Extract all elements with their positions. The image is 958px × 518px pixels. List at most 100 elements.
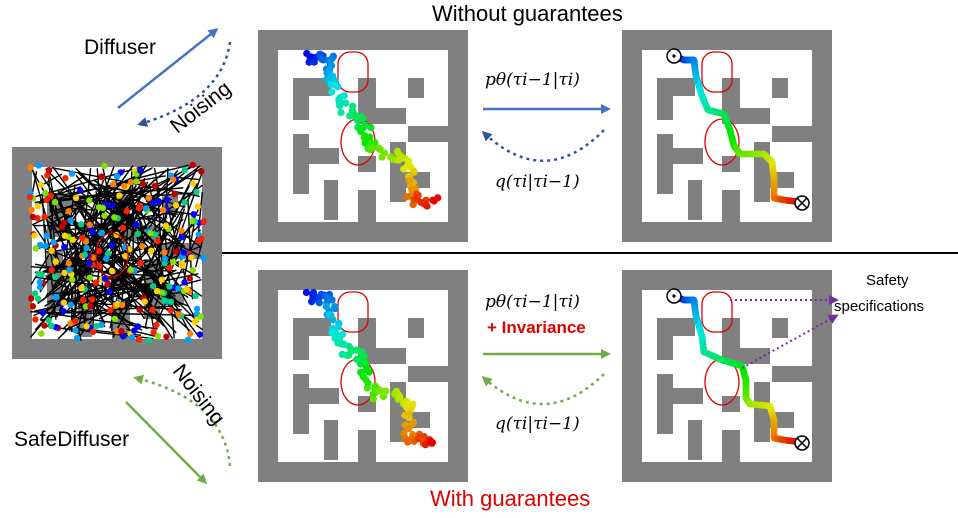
trajectory-point xyxy=(330,302,339,311)
trajectory-point xyxy=(367,123,375,132)
noise-point xyxy=(39,309,47,316)
noise-line xyxy=(47,176,58,271)
noise-line xyxy=(49,203,52,213)
trajectory-point xyxy=(400,165,408,173)
noise-point xyxy=(48,247,55,254)
maze-wall xyxy=(358,156,376,172)
noise-point xyxy=(150,328,157,336)
maze-wall xyxy=(358,430,376,462)
constraint-region xyxy=(337,51,369,93)
noise-point xyxy=(79,296,87,304)
noise-point xyxy=(83,244,90,252)
noise-point xyxy=(186,275,193,282)
trajectory-point xyxy=(368,143,376,152)
maze-wall xyxy=(293,96,309,120)
maze-wall xyxy=(722,396,740,412)
noise-point xyxy=(131,327,138,334)
noise-line xyxy=(154,229,201,326)
noise-point xyxy=(136,306,143,313)
noise-point xyxy=(175,311,182,318)
noise-point xyxy=(28,295,35,302)
maze-wall xyxy=(293,318,331,336)
noise-point xyxy=(92,279,100,286)
noise-point xyxy=(194,203,202,210)
noise-point xyxy=(98,321,105,329)
bottom-reverse-equation: q(τi|τi−1) xyxy=(495,414,580,434)
maze-wall xyxy=(754,382,770,442)
maze-wall xyxy=(772,366,812,382)
maze-wall xyxy=(258,30,278,242)
noise-point xyxy=(142,205,150,212)
noise-point xyxy=(27,164,34,171)
maze-wall xyxy=(812,270,832,482)
noise-line xyxy=(30,311,199,317)
diffuser-label: Diffuser xyxy=(84,36,156,59)
noise-point xyxy=(69,236,76,243)
noising-top-arrow xyxy=(137,41,232,127)
trajectory-point xyxy=(369,395,377,403)
maze-wall xyxy=(408,318,424,338)
noise-point xyxy=(67,301,74,308)
noise-point xyxy=(76,187,84,194)
noise-point xyxy=(161,297,168,304)
trajectory-point xyxy=(359,114,367,123)
noise-point xyxy=(190,211,197,218)
maze-wall xyxy=(740,348,770,364)
maze-wall xyxy=(408,126,448,142)
noise-point xyxy=(72,194,80,202)
noise-point xyxy=(77,221,85,228)
trajectory-point xyxy=(339,340,347,348)
noise-point xyxy=(158,276,166,283)
noise-point xyxy=(72,327,79,334)
noise-point xyxy=(141,298,148,305)
maze-wall xyxy=(722,430,740,462)
trajectory-point xyxy=(340,92,348,100)
noise-point xyxy=(154,332,162,340)
noise-line xyxy=(41,239,182,274)
noise-point xyxy=(118,327,125,335)
trajectory-point xyxy=(305,58,313,66)
noise-point xyxy=(175,285,182,292)
noise-point xyxy=(147,230,154,237)
noise-line xyxy=(118,267,204,331)
noise-point xyxy=(149,282,157,290)
maze-wall xyxy=(324,420,338,460)
noise-point xyxy=(60,299,68,306)
diffusion-maze-top-noisy xyxy=(258,30,468,242)
maze-wall xyxy=(688,180,702,220)
trajectory-point xyxy=(382,387,390,395)
noise-point xyxy=(170,258,177,266)
noise-point xyxy=(116,192,123,199)
noise-point xyxy=(68,170,76,177)
trajectory-point xyxy=(363,384,372,392)
maze-wall xyxy=(12,147,222,167)
noise-point xyxy=(135,336,143,343)
trajectory-point xyxy=(332,81,340,89)
noise-point xyxy=(159,206,167,214)
noise-point xyxy=(93,322,100,330)
noise-point xyxy=(108,242,116,249)
noise-point xyxy=(89,296,96,303)
noise-line xyxy=(153,167,161,196)
maze-wall xyxy=(722,190,740,222)
trajectory-point xyxy=(335,98,343,106)
maze-wall xyxy=(812,30,832,242)
maze-wall xyxy=(622,30,832,50)
trajectory-point xyxy=(395,156,403,164)
noise-point xyxy=(193,305,201,313)
noise-point xyxy=(87,302,94,310)
trajectory-point xyxy=(421,441,430,449)
maze-wall xyxy=(448,270,468,482)
noise-point xyxy=(162,222,170,229)
noise-point xyxy=(104,281,111,288)
maze-wall xyxy=(673,148,703,164)
trajectory-point xyxy=(414,435,422,443)
noise-point xyxy=(161,255,169,263)
noise-point xyxy=(103,255,110,262)
trajectory-point xyxy=(430,197,438,205)
trajectory-point xyxy=(409,419,417,427)
noise-point xyxy=(188,254,195,261)
noise-point xyxy=(86,260,93,267)
noise-point xyxy=(95,247,103,255)
noise-point xyxy=(38,271,45,278)
